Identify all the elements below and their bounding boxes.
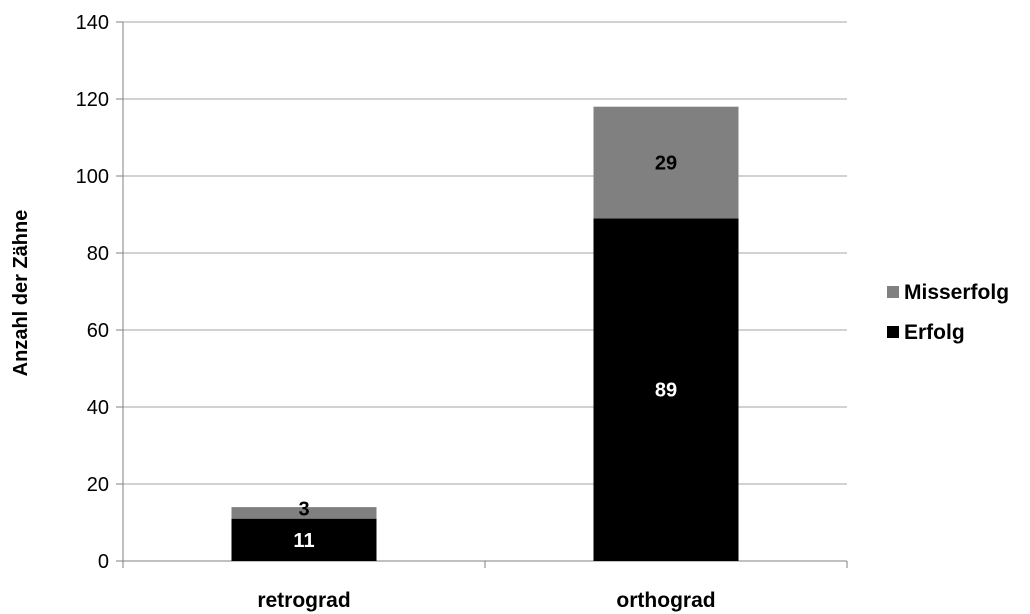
y-axis-title: Anzahl der Zähne: [10, 210, 32, 377]
y-tick-label: 0: [98, 551, 109, 573]
y-tick-label: 140: [76, 12, 109, 34]
data-labels: 11 3 89 29: [293, 153, 677, 552]
bar-segment-erfolg: [231, 518, 377, 561]
y-tick-label: 60: [87, 320, 109, 342]
data-label: 11: [293, 530, 314, 552]
data-label: 29: [655, 153, 677, 175]
legend-label-misserfolg: Misserfolg: [904, 281, 1009, 304]
legend-label-erfolg: Erfolg: [904, 321, 965, 344]
legend-swatch-misserfolg: [887, 286, 899, 298]
y-tick-label: 100: [76, 166, 109, 188]
bars: [231, 106, 739, 561]
y-tick-label: 40: [87, 397, 109, 419]
data-label: 3: [298, 499, 309, 521]
legend-swatch-erfolg: [887, 326, 899, 338]
x-axis: retrograd orthograd: [122, 560, 848, 612]
data-label: 89: [655, 380, 677, 402]
legend: Misserfolg Erfolg: [887, 281, 1009, 344]
bar-segment-erfolg: [593, 218, 739, 561]
y-tick-label: 20: [87, 474, 109, 496]
bar-segment-misserfolg: [593, 106, 739, 219]
y-tick-label: 80: [87, 243, 109, 265]
x-category-label: orthograd: [616, 589, 715, 612]
y-axis: 0 20 40 60 80 100 120 140: [76, 12, 124, 573]
y-tick-label: 120: [76, 89, 109, 111]
x-category-label: retrograd: [257, 589, 350, 612]
bar-segment-misserfolg: [231, 507, 377, 519]
gridlines: [123, 21, 847, 485]
